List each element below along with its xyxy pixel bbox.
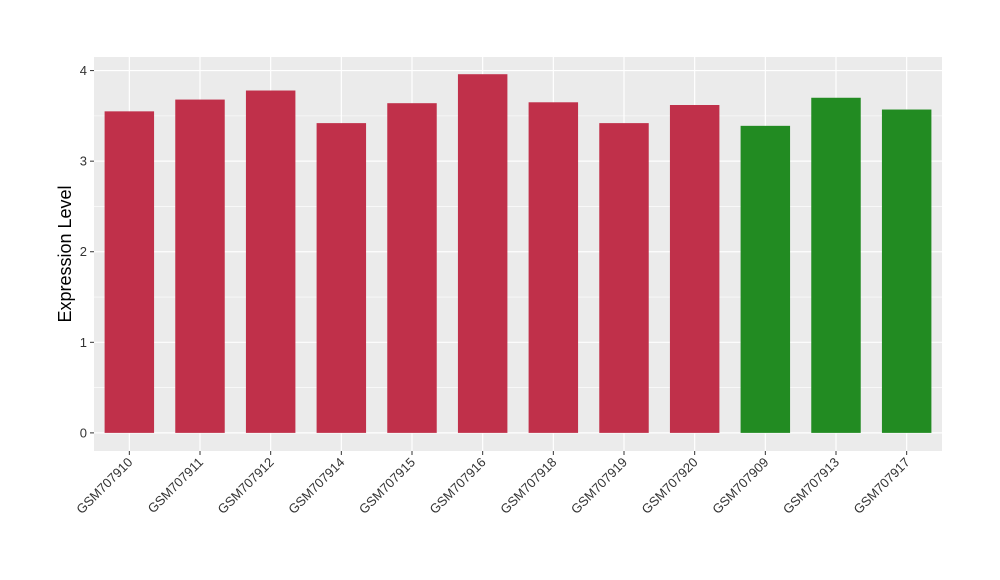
bar [740,125,791,433]
y-tick-label: 4 [80,63,87,78]
bar [387,103,437,433]
x-tick-label: GSM707917 [851,455,913,517]
bar [316,123,367,433]
x-tick-label: GSM707920 [639,455,701,517]
x-tick-label: GSM707913 [780,455,842,517]
x-tick-label: GSM707912 [215,455,277,517]
bar [881,109,932,433]
x-axis: GSM707910 GSM707911 GSM707912 GSM707914 GSM7… [73,451,913,517]
x-tick-label: GSM707909 [709,455,771,517]
x-tick-label: GSM707914 [285,455,347,517]
bar [528,102,579,433]
bars [104,74,932,433]
bar [175,99,225,433]
bar [245,90,296,433]
plot-panel [94,57,942,451]
bar [457,74,508,433]
y-tick-label: 3 [80,154,87,169]
x-tick-label: GSM707918 [497,455,559,517]
x-tick-label: GSM707919 [568,455,630,517]
x-tick-label: GSM707916 [427,455,489,517]
bar [104,111,155,433]
bar [599,123,649,433]
y-tick-label: 2 [80,244,87,259]
y-axis: 0 1 2 3 4 [80,63,94,440]
bar [811,97,861,433]
y-axis-title: Expression Level [55,185,75,322]
bar [669,105,720,433]
y-tick-label: 1 [80,335,87,350]
x-tick-label: GSM707910 [73,455,135,517]
x-tick-label: GSM707915 [356,455,418,517]
y-tick-label: 0 [80,425,87,440]
x-tick-label: GSM707911 [145,455,207,517]
